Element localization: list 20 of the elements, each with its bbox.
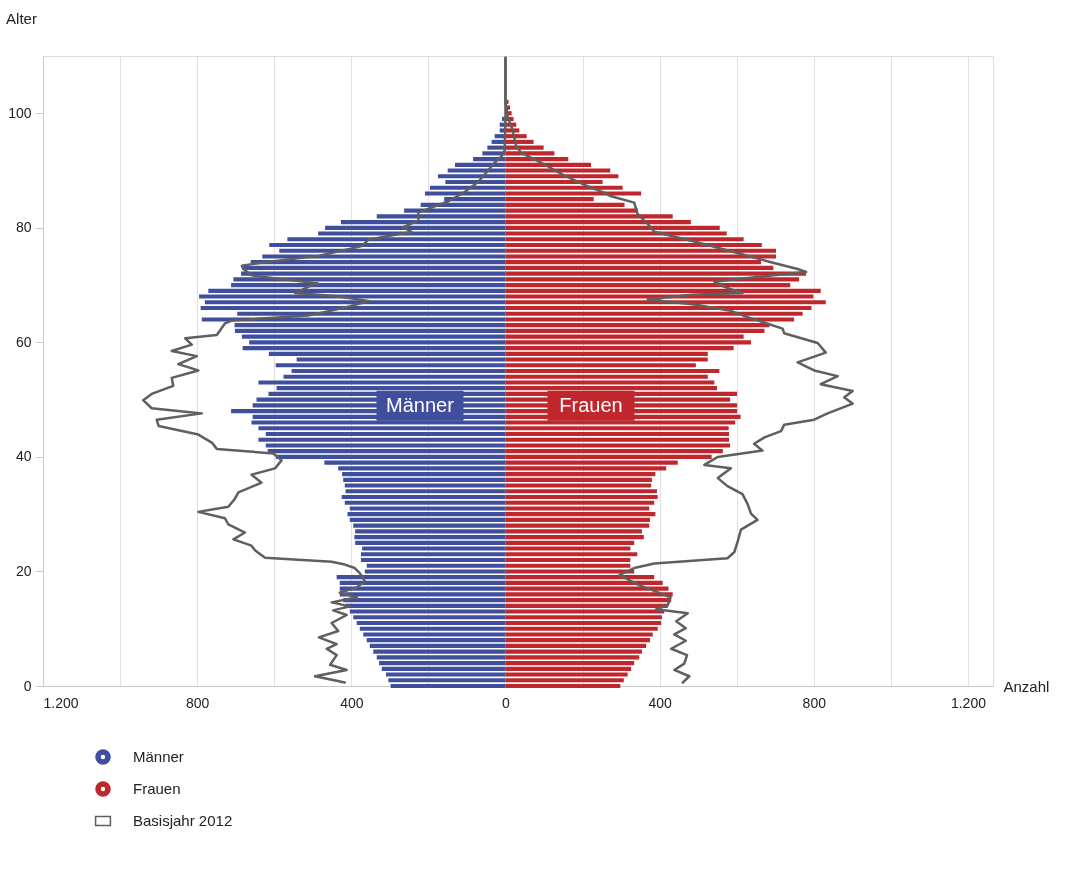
legend-label: Frauen (133, 780, 181, 797)
x-tick-label: 800 (802, 694, 827, 711)
y-tick-label: 40 (15, 448, 32, 465)
x-axis-title: Anzahl (1003, 677, 1050, 695)
y-tick-label: 20 (15, 562, 32, 579)
legend-label: Männer (133, 748, 184, 765)
x-tick-label: 800 (185, 694, 210, 711)
x-tick-label: 1.200 (950, 694, 987, 711)
x-tick-label: 400 (340, 694, 364, 711)
x-tick-label: 400 (648, 694, 673, 711)
y-tick-label: 0 (23, 677, 32, 694)
y-tick-label: 60 (15, 333, 32, 350)
y-axis-title: Alter (6, 9, 37, 27)
y-tick-label: 100 (8, 104, 32, 121)
x-tick-label: 0 (502, 694, 511, 711)
annotation: Männer (386, 393, 455, 416)
y-tick-label: 80 (15, 219, 32, 236)
annotation: Frauen (559, 393, 623, 416)
x-tick-label: 1.200 (43, 694, 79, 711)
legend-label: Basisjahr 2012 (133, 812, 233, 829)
